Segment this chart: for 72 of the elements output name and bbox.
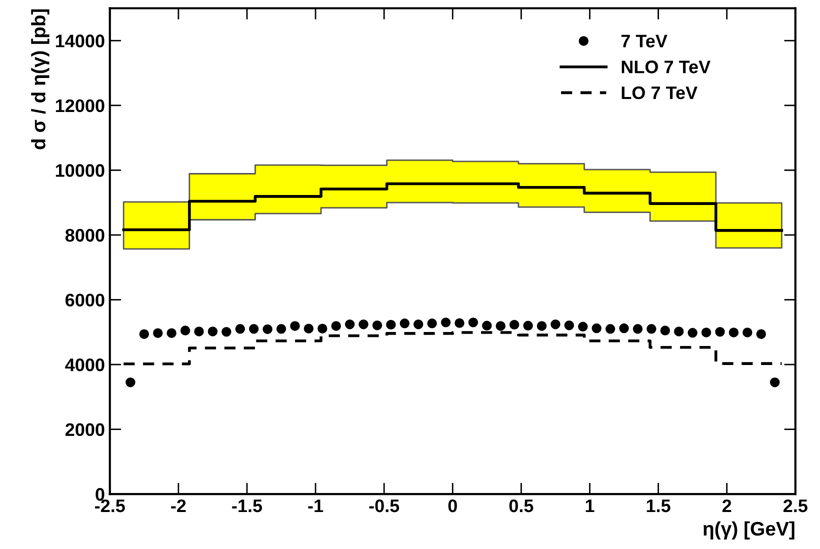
y-tick-label: 8000 [65,228,104,242]
point [756,329,766,339]
point [208,326,218,336]
y-tick-label: 6000 [66,294,104,306]
x-tick-label: -1.5 [232,500,262,512]
point [180,326,190,336]
y-tick-label: 0 [96,488,104,501]
legend-label: LO 7 TeV [622,86,698,100]
point [235,324,245,334]
point [153,328,163,338]
legend-label: 7 TeV [621,34,668,48]
point [331,321,341,331]
point [222,326,232,337]
point [674,326,684,336]
point [482,320,492,331]
point [358,320,368,330]
point [468,318,478,328]
point [605,324,616,334]
point [550,320,560,330]
point [728,328,739,338]
x-tick-label: -1 [308,500,324,512]
x-tick-label: 1.5 [646,500,670,512]
x-tick-label: 0 [448,499,457,512]
point [660,326,670,336]
y-tick-label: 14000 [56,34,104,48]
x-tick-label: -0.5 [369,499,400,512]
point [440,318,451,328]
point [194,326,204,336]
x-tick-label: 2 [722,499,732,512]
point [701,328,712,338]
point [400,318,410,328]
point [166,328,176,338]
point [578,322,588,332]
legend-label: NLO 7 TeV [622,60,710,74]
point [386,320,396,330]
point [126,377,136,388]
point [592,323,602,334]
point [276,324,286,334]
point [372,320,382,330]
point [770,377,780,388]
y-tick-label: 2000 [65,423,104,436]
point [496,321,506,331]
point [564,320,574,330]
point [248,324,259,334]
point [139,329,150,339]
point [523,320,533,331]
x-tick-label: -2 [171,499,186,512]
point [632,324,643,334]
x-tick-label: 1 [586,500,594,512]
point [290,321,300,331]
y-axis-title: d σ / d η(γ) [pb] [31,9,50,150]
y-tick-label: 12000 [56,99,104,112]
x-tick-label: -2.5 [95,499,125,512]
point [509,320,520,330]
point [304,324,314,334]
x-tick-label: 0.5 [509,499,534,512]
point [742,328,752,338]
point [536,321,547,331]
point [715,326,725,337]
y-tick-label: 4000 [65,358,104,372]
x-tick-label: 2.5 [783,499,808,512]
point [646,324,656,334]
x-axis-title: η(γ) [GeV] [704,521,794,540]
y-tick-label: 10000 [56,164,104,177]
point [262,324,272,334]
point [318,324,328,334]
point [454,318,464,328]
point [619,323,629,334]
point [414,320,424,330]
point [344,320,355,330]
point [427,318,437,328]
point [688,328,698,338]
